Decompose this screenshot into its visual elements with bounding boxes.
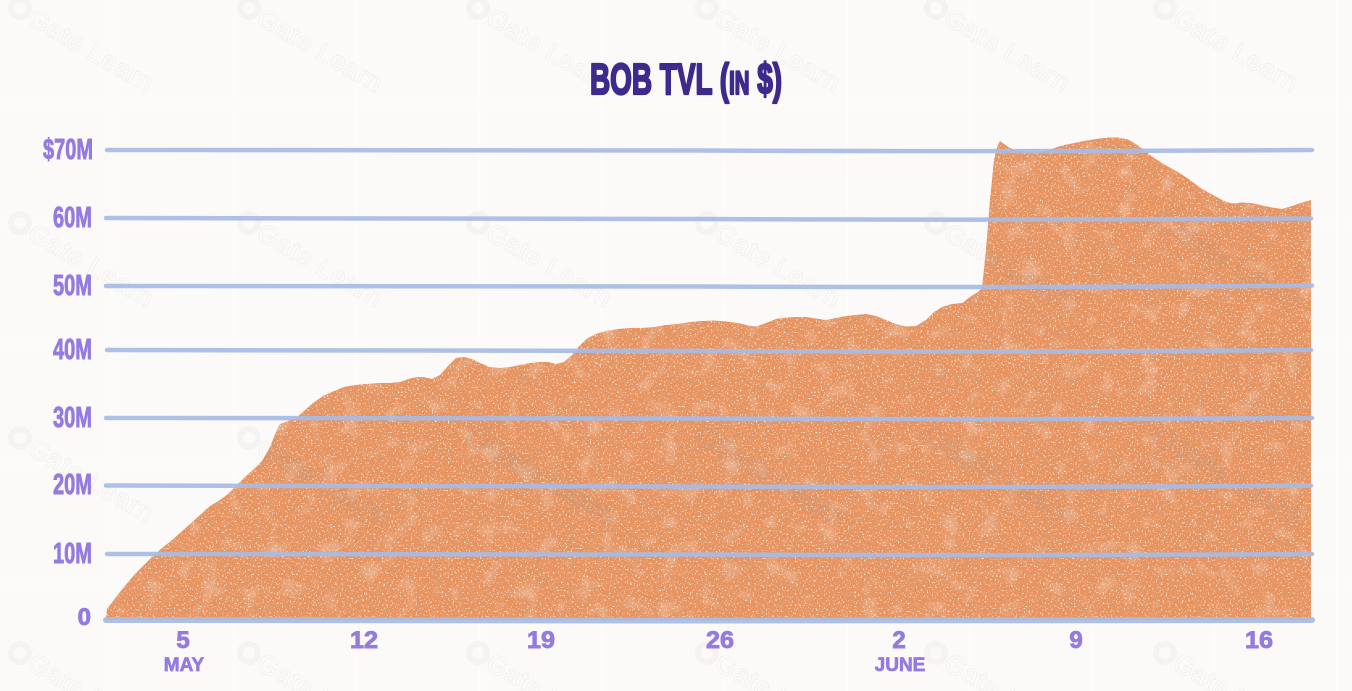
svg-text:10M: 10M (53, 538, 92, 570)
svg-text:40M: 40M (53, 334, 92, 366)
svg-text:50M: 50M (53, 270, 92, 302)
svg-text:0: 0 (78, 604, 91, 631)
svg-text:60M: 60M (53, 202, 92, 234)
svg-text:16: 16 (1245, 627, 1273, 654)
svg-text:9: 9 (1069, 627, 1082, 654)
svg-text:26: 26 (706, 627, 734, 654)
svg-text:12: 12 (350, 627, 378, 654)
svg-text:20M: 20M (53, 469, 92, 501)
svg-text:JUNE: JUNE (875, 655, 926, 676)
svg-text:30M: 30M (53, 402, 92, 434)
svg-text:2: 2 (892, 627, 905, 654)
svg-text:19: 19 (527, 627, 555, 654)
svg-text:BOB TVL (IN $): BOB TVL (IN $) (590, 55, 782, 104)
svg-text:5: 5 (176, 627, 189, 654)
svg-text:$70M: $70M (43, 134, 93, 166)
svg-text:MAY: MAY (164, 655, 205, 676)
